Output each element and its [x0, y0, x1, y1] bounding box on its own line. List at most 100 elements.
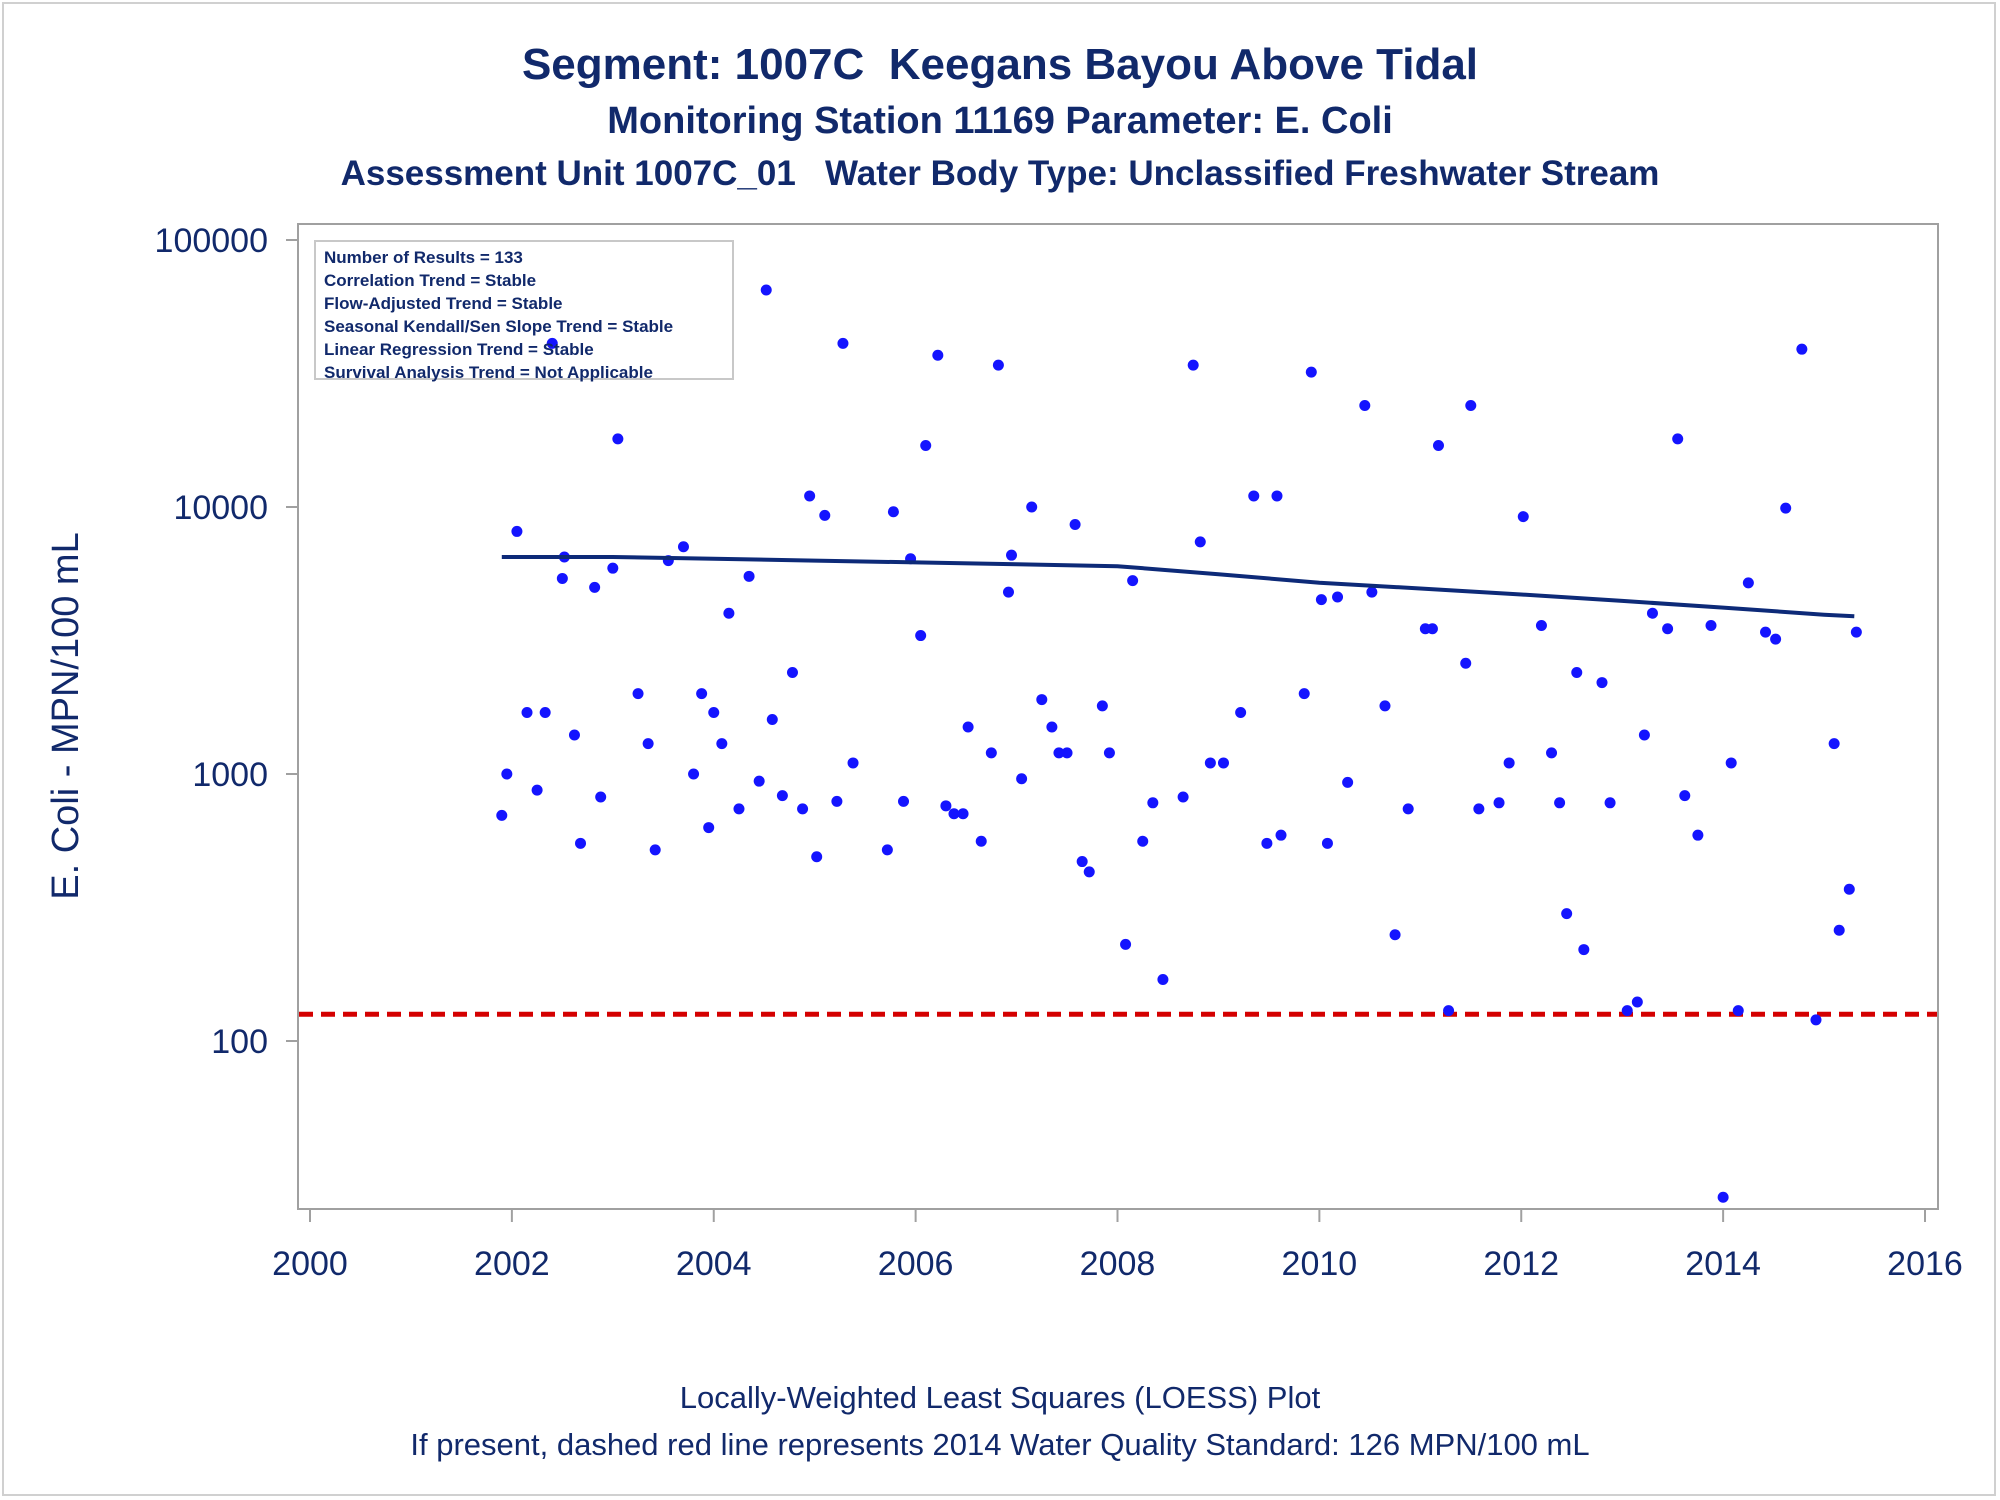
data-point	[1305, 366, 1317, 378]
data-point	[948, 808, 960, 820]
data-point	[1725, 757, 1737, 769]
data-point	[696, 688, 708, 700]
data-point	[1315, 594, 1327, 606]
data-point	[1359, 399, 1371, 411]
data-point	[992, 359, 1004, 371]
x-tick-label: 2002	[474, 1245, 550, 1283]
data-point	[1147, 797, 1159, 809]
data-point	[837, 337, 849, 349]
data-point	[501, 768, 513, 780]
data-point	[1177, 791, 1189, 803]
data-point	[1096, 700, 1108, 712]
data-point	[1120, 938, 1132, 950]
data-point	[1517, 511, 1529, 523]
data-point	[1426, 623, 1438, 635]
data-point	[1631, 996, 1643, 1008]
data-point	[1732, 1005, 1744, 1017]
stat-line-linear-regression: Linear Regression Trend = Stable	[324, 340, 594, 359]
data-point	[531, 784, 543, 796]
data-point	[1002, 586, 1014, 598]
data-point	[1780, 502, 1792, 514]
chart-subtitle: Monitoring Station 11169 Parameter: E. C…	[607, 100, 1393, 142]
data-point	[940, 800, 952, 812]
data-point	[511, 525, 523, 537]
data-point	[1194, 536, 1206, 548]
data-point	[1460, 657, 1472, 669]
data-point	[1103, 747, 1115, 759]
data-point	[898, 795, 910, 807]
chart-subtitle-2: Assessment Unit 1007C_01 Water Body Type…	[340, 154, 1660, 193]
y-axis-label: E. Coli - MPN/100 mL	[45, 532, 87, 899]
x-tick-label: 2016	[1887, 1245, 1963, 1283]
data-point	[1679, 790, 1691, 802]
data-point	[1850, 626, 1862, 638]
data-point	[1389, 929, 1401, 941]
data-point	[539, 706, 551, 718]
data-point	[595, 791, 607, 803]
data-point	[1261, 837, 1273, 849]
x-tick-label: 2010	[1282, 1245, 1358, 1283]
data-point	[1621, 1005, 1633, 1017]
data-point	[819, 509, 831, 521]
data-point	[887, 506, 899, 518]
data-point	[716, 738, 728, 750]
y-axis: 100 1000 10000 100000	[155, 222, 298, 1061]
data-point	[932, 349, 944, 361]
data-point	[1298, 688, 1310, 700]
data-point	[1503, 757, 1515, 769]
y-tick-label: 100000	[155, 222, 268, 260]
x-tick-label: 2006	[878, 1245, 954, 1283]
data-point	[831, 795, 843, 807]
data-point	[1271, 490, 1283, 502]
data-point	[1646, 607, 1658, 619]
data-point	[881, 844, 893, 856]
data-point	[1810, 1014, 1822, 1026]
chart-titles: Segment: 1007C Keegans Bayou Above Tidal…	[0, 36, 2000, 200]
data-point	[496, 809, 508, 821]
data-point	[1006, 549, 1018, 561]
data-point	[521, 706, 533, 718]
footnote-standard: If present, dashed red line represents 2…	[410, 1427, 1590, 1462]
data-point	[649, 844, 661, 856]
data-point	[1742, 577, 1754, 589]
data-point	[1828, 738, 1840, 750]
x-tick-label: 2004	[676, 1245, 752, 1283]
data-point	[708, 706, 720, 718]
data-point	[733, 803, 745, 815]
x-tick-label: 2008	[1080, 1245, 1156, 1283]
data-point	[1546, 747, 1558, 759]
y-tick-label: 100	[211, 1023, 268, 1061]
data-point	[642, 738, 654, 750]
data-point	[1554, 797, 1566, 809]
data-point	[743, 570, 755, 582]
data-point	[776, 790, 788, 802]
data-point	[1157, 973, 1169, 985]
data-point	[546, 337, 558, 349]
data-point	[677, 541, 689, 553]
x-tick-label: 2014	[1685, 1245, 1761, 1283]
data-point	[1833, 924, 1845, 936]
stat-line-correlation: Correlation Trend = Stable	[324, 271, 537, 290]
data-point	[811, 851, 823, 863]
data-point	[1604, 797, 1616, 809]
data-point	[1321, 837, 1333, 849]
data-point	[797, 803, 809, 815]
data-point	[1662, 623, 1674, 635]
data-point	[1061, 747, 1073, 759]
data-point	[985, 747, 997, 759]
data-point	[1638, 729, 1650, 741]
y-tick-label: 1000	[192, 756, 268, 794]
x-tick-label: 2012	[1483, 1245, 1559, 1283]
data-point	[723, 607, 735, 619]
data-point	[1366, 586, 1378, 598]
chart-title: Segment: 1007C Keegans Bayou Above Tidal	[521, 40, 1479, 89]
data-point	[688, 768, 700, 780]
data-point	[575, 837, 587, 849]
data-point	[556, 572, 568, 584]
footnote-loess: Locally-Weighted Least Squares (LOESS) P…	[679, 1380, 1321, 1415]
data-point	[1248, 490, 1260, 502]
data-point	[1046, 721, 1058, 733]
loess-line	[501, 555, 1855, 619]
data-point	[760, 284, 772, 296]
data-point	[1465, 399, 1477, 411]
